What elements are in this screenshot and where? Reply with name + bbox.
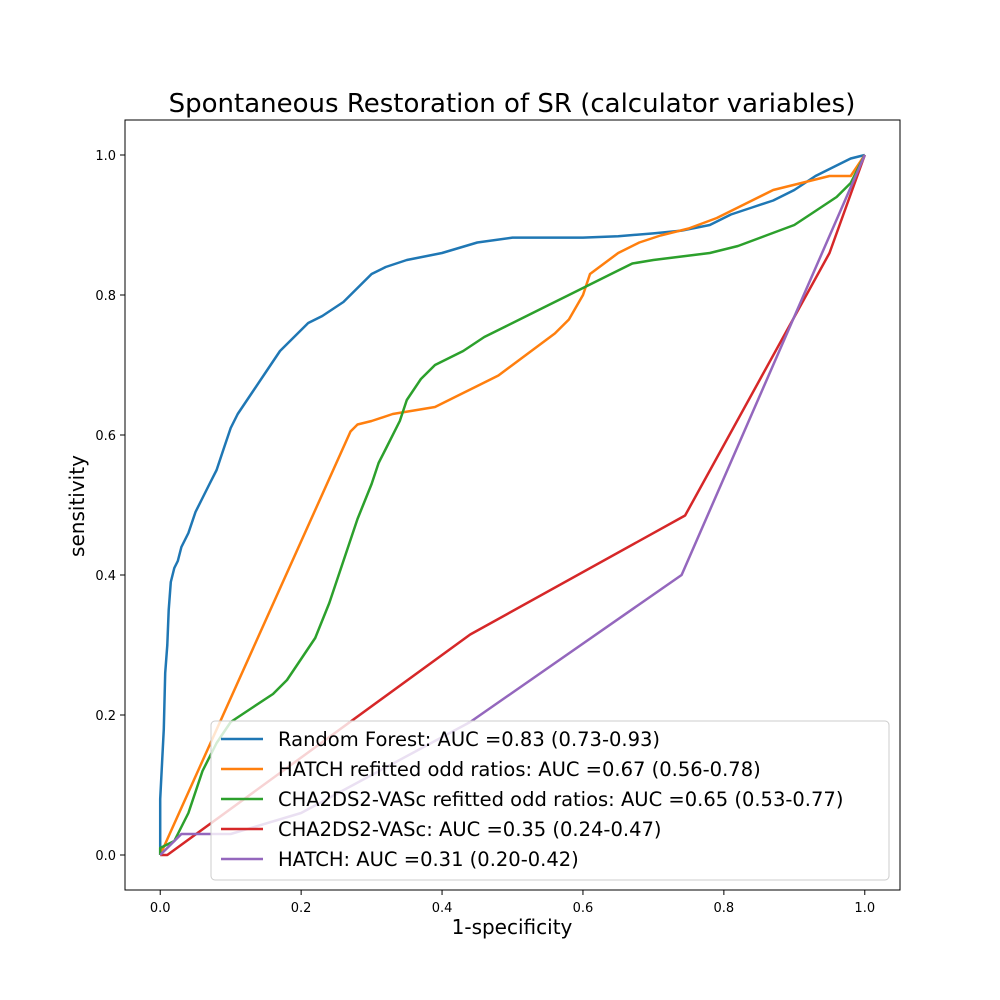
- series-line-0: [158, 153, 866, 855]
- legend-label: Random Forest: AUC =0.83 (0.73-0.93): [278, 728, 660, 751]
- legend-label: HATCH: AUC =0.31 (0.20-0.42): [278, 848, 579, 871]
- plot-frame: [124, 119, 901, 891]
- x-tick-label: 0.8: [714, 901, 735, 916]
- series-line-3: [160, 154, 866, 857]
- x-tick-label: 1.0: [854, 901, 875, 916]
- x-axis: 0.0 0.2 0.4 0.6 0.8 1.0: [150, 890, 875, 916]
- x-tick-label: 0.0: [150, 901, 171, 916]
- legend-label: CHA2DS2-VASc: AUC =0.35 (0.24-0.47): [278, 818, 662, 841]
- x-tick-label: 0.2: [291, 901, 312, 916]
- x-tick-label: 0.6: [573, 901, 594, 916]
- y-tick-label: 0.8: [95, 289, 116, 304]
- y-tick-label: 0.0: [95, 849, 116, 864]
- y-axis-label: sensitivity: [65, 455, 89, 557]
- y-tick-label: 1.0: [95, 149, 116, 164]
- legend-label: HATCH refitted odd ratios: AUC =0.67 (0.…: [278, 758, 761, 781]
- legend-box: [210, 720, 890, 881]
- x-tick-label: 0.4: [432, 901, 453, 916]
- y-tick-label: 0.6: [95, 429, 116, 444]
- y-tick-label: 0.2: [95, 709, 116, 724]
- chart-title: Spontaneous Restoration of SR (calculato…: [169, 89, 856, 119]
- series-line-2: [158, 154, 866, 855]
- y-tick-label: 0.4: [95, 569, 116, 584]
- legend: Random Forest: AUC =0.83 (0.73-0.93) HATC…: [210, 720, 890, 881]
- legend-label: CHA2DS2-VASc refitted odd ratios: AUC =0…: [278, 788, 843, 811]
- x-axis-label: 1-specificity: [452, 915, 573, 939]
- series-line-1: [159, 154, 866, 856]
- y-axis: 0.0 0.2 0.4 0.6 0.8 1.0: [95, 149, 125, 864]
